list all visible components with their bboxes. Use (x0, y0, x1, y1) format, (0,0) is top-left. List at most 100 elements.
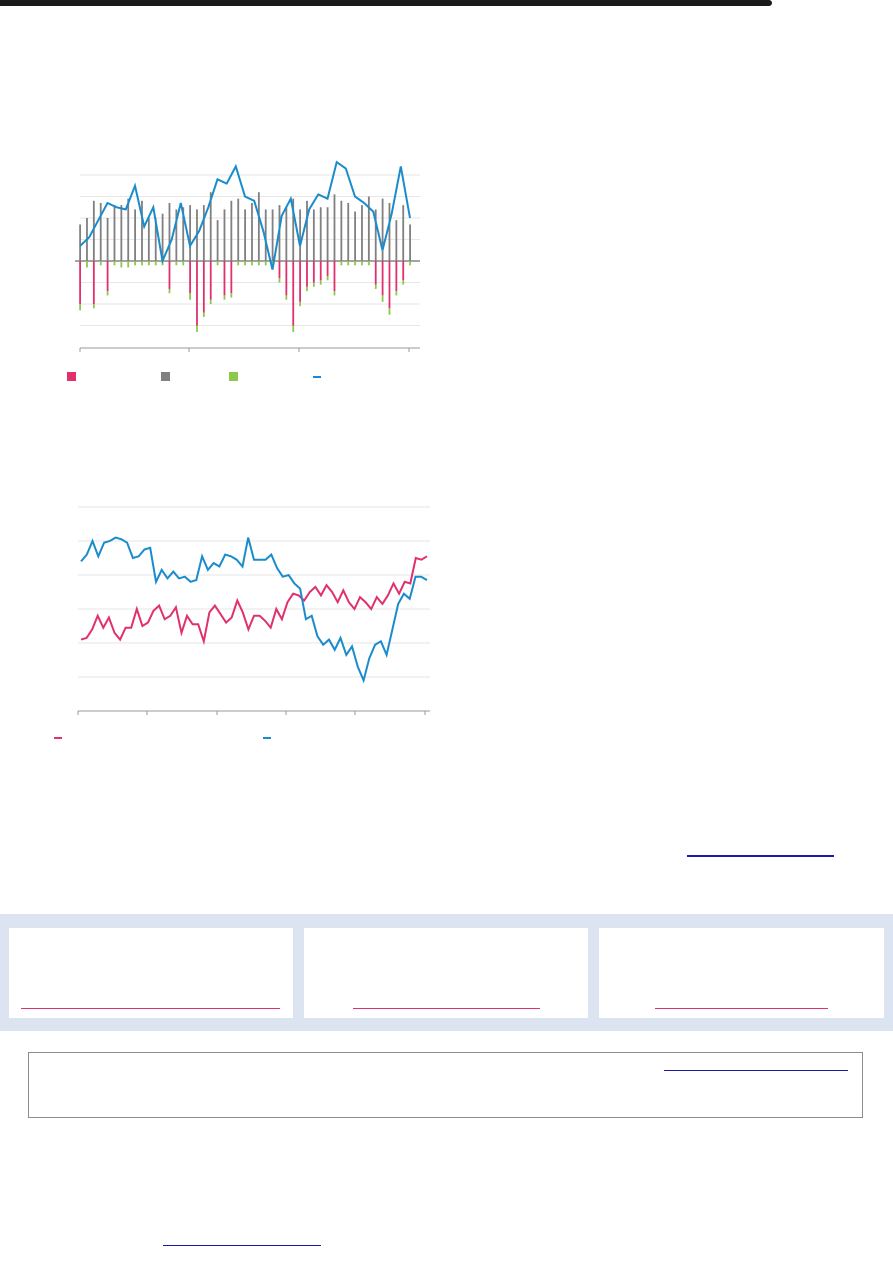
bar-green (209, 299, 212, 304)
related-card-2[interactable] (304, 928, 588, 1018)
bar-grey (257, 192, 260, 261)
bar-green (347, 261, 350, 266)
bar-pink (230, 261, 233, 294)
bar-grey (202, 205, 205, 261)
bar-grey (168, 202, 171, 261)
bar-pink (319, 261, 322, 281)
bar-grey (347, 202, 350, 261)
bar-pink (202, 261, 205, 313)
bar-grey (79, 224, 81, 261)
bar-grey (141, 200, 143, 261)
bar-green (278, 278, 281, 283)
bar-green (92, 304, 95, 309)
bar-pink (381, 261, 384, 296)
bar-green (168, 288, 171, 294)
bar-green (354, 261, 356, 266)
bar-green (196, 325, 198, 332)
bar-green (154, 261, 157, 266)
bar-green (299, 301, 301, 307)
series-line-blue (79, 160, 411, 270)
bar-grey (237, 198, 240, 261)
bar-pink (326, 261, 329, 277)
bar-green (202, 312, 205, 317)
bar-pink (285, 261, 288, 296)
bar-grey (92, 200, 95, 261)
bar-green (230, 293, 233, 298)
line-chart (0, 495, 440, 725)
bar-pink (223, 261, 226, 296)
related-cards-band (0, 914, 893, 1031)
bar-green (388, 308, 391, 315)
bar-green (216, 261, 219, 266)
bar-grey (402, 205, 405, 261)
bar-grey (209, 192, 212, 261)
bar-green (251, 261, 253, 266)
bar-green (312, 282, 315, 287)
bar-grey (354, 211, 356, 261)
legend-swatch-pink (67, 372, 76, 381)
bar-green (340, 261, 343, 266)
bar-grey (285, 207, 288, 261)
legend-dash-blue-2 (263, 737, 271, 739)
bar-green (264, 261, 267, 266)
bar-green (244, 261, 246, 266)
bar-green (326, 276, 329, 281)
bar-grey (120, 205, 123, 261)
bar-grey (134, 209, 136, 261)
bar-pink (209, 261, 212, 300)
bar-pink (402, 261, 405, 281)
bar-green (120, 261, 123, 268)
bar-green (175, 261, 178, 266)
bar-pink (388, 261, 391, 309)
bar-green (99, 261, 102, 266)
bar-grey (326, 207, 329, 261)
note-link[interactable] (664, 1070, 848, 1071)
horizontal-scrollbar[interactable] (0, 0, 772, 6)
bar-pink (79, 261, 81, 304)
bar-grey (395, 220, 398, 261)
bar-green (333, 291, 336, 296)
bar-grey (333, 194, 336, 261)
series-line-pink (80, 555, 428, 646)
legend-swatch-grey (161, 372, 170, 381)
related-card-3[interactable] (599, 928, 884, 1018)
footer-link[interactable] (163, 1245, 321, 1246)
bar-grey (264, 209, 267, 261)
bar-pink (395, 261, 398, 292)
bar-green (79, 304, 81, 311)
bar-pink (299, 261, 301, 302)
bar-green (182, 261, 185, 266)
bar-grey (292, 198, 295, 261)
bar-pink (374, 261, 377, 285)
bar-grey (175, 209, 178, 261)
bar-grey (374, 209, 377, 261)
bar-grey (299, 209, 301, 261)
bar-grey (381, 198, 384, 261)
related-card-1[interactable] (9, 928, 293, 1018)
bar-grey (154, 218, 157, 261)
bar-green (86, 261, 88, 268)
source-link[interactable] (687, 855, 834, 857)
bar-green (141, 261, 143, 266)
bar-green (367, 261, 370, 266)
bar-grey (319, 207, 322, 261)
bar-grey (251, 202, 253, 261)
bar-grey (189, 205, 191, 261)
bar-pink (92, 261, 95, 304)
bar-pink (278, 261, 281, 279)
bar-grey (361, 205, 363, 261)
bar-pink (333, 261, 336, 292)
legend-dash-blue (313, 376, 321, 378)
related-card-2-link[interactable] (353, 1008, 540, 1009)
bar-grey (367, 196, 370, 261)
line-chart-svg (77, 506, 430, 715)
bar-green (381, 295, 384, 302)
related-card-1-link[interactable] (21, 1008, 280, 1009)
bar-green (409, 261, 411, 266)
related-card-3-link[interactable] (655, 1008, 828, 1009)
bar-pink (312, 261, 315, 283)
bar-grey (340, 200, 343, 261)
bar-green (402, 280, 405, 285)
bar-grey (244, 209, 246, 261)
bar-green (223, 295, 226, 300)
